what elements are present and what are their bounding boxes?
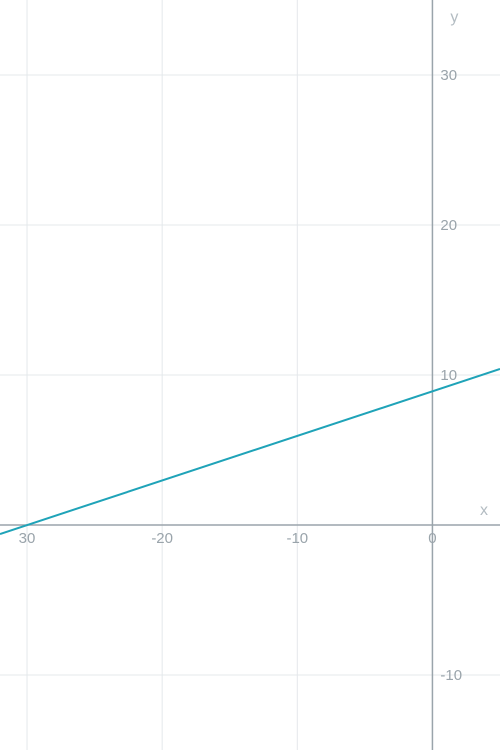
x-tick-label: 30 [19, 530, 36, 547]
chart-svg: 30 -20 -10 0 -10 10 20 30 x y [0, 0, 500, 750]
x-tick-label: -20 [151, 530, 173, 547]
y-tick-label: -10 [440, 667, 462, 684]
y-axis-label: y [450, 9, 458, 26]
y-tick-label: 10 [440, 367, 457, 384]
line-chart: 30 -20 -10 0 -10 10 20 30 x y [0, 0, 500, 750]
x-tick-label: -10 [286, 530, 308, 547]
x-axis-label: x [480, 502, 488, 519]
y-tick-label: 20 [440, 217, 457, 234]
y-tick-label: 30 [440, 67, 457, 84]
x-tick-label: 0 [428, 530, 436, 547]
